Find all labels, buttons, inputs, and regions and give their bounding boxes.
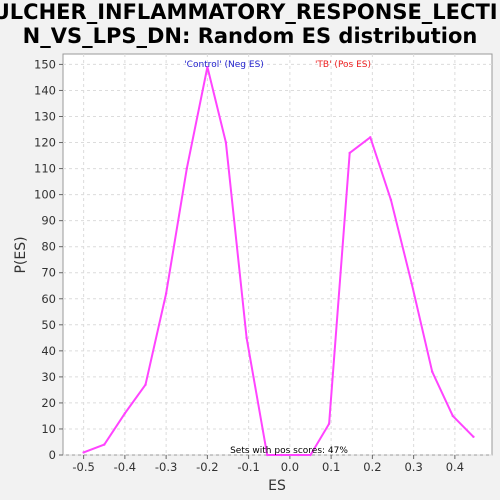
y-tick-label: 130	[34, 109, 56, 123]
x-tick-label: 0.4	[446, 460, 464, 474]
x-tick-label: 0.3	[404, 460, 422, 474]
data-point	[185, 167, 188, 170]
y-tick-label: 100	[34, 188, 56, 202]
y-tick-label: 60	[41, 292, 56, 306]
tb-pos-es-label: 'TB' (Pos ES)	[315, 60, 371, 70]
axes: 0 10 20 30 40 50 60 70 80 90 100 110 120 130 140 150 -0.…	[34, 57, 464, 474]
x-tick-label: 0.1	[322, 460, 340, 474]
pos-scores-percentage-label: Sets with pos scores: 47%	[230, 446, 348, 456]
x-tick-label: -0.1	[237, 460, 259, 474]
data-point	[389, 198, 393, 202]
y-tick-label: 40	[41, 344, 56, 358]
x-tick-label: -0.2	[196, 460, 218, 474]
data-point	[410, 281, 413, 285]
y-tick-label: 0	[49, 448, 56, 462]
data-point	[144, 383, 147, 386]
x-tick-label: -0.4	[114, 460, 136, 474]
data-point	[472, 435, 475, 438]
y-tick-label: 30	[41, 370, 56, 384]
data-point	[82, 451, 85, 454]
y-tick-label: 10	[41, 422, 56, 436]
chart-title: FULCHER_INFLAMMATORY_RESPONSE_LECTI N_VS…	[0, 0, 500, 52]
y-tick-label: 50	[41, 318, 56, 332]
data-point	[265, 453, 269, 457]
data-point	[206, 65, 209, 69]
plot-area	[62, 53, 493, 456]
x-axis-label: ES	[268, 478, 286, 494]
data-point	[348, 151, 351, 155]
control-neg-es-label: 'Control' (Neg ES)	[184, 60, 264, 70]
data-point	[280, 453, 283, 457]
chart-title-line-2: N_VS_LPS_DN: Random ES distribution	[22, 24, 478, 48]
data-point	[309, 453, 312, 457]
grid-lines	[63, 54, 492, 456]
x-tick-label: -0.5	[72, 460, 94, 474]
data-point	[123, 412, 127, 415]
y-axis-label: P(ES)	[13, 236, 29, 273]
y-tick-label: 150	[34, 57, 56, 71]
data-point	[430, 370, 434, 373]
chart-title-line-1: FULCHER_INFLAMMATORY_RESPONSE_LECTI	[0, 0, 498, 24]
data-point	[296, 453, 300, 457]
y-tick-label: 120	[34, 136, 56, 150]
y-tick-label: 140	[34, 83, 56, 97]
data-point	[164, 292, 168, 295]
y-tick-label: 110	[34, 162, 56, 176]
y-tick-label: 90	[41, 214, 56, 228]
series-group	[82, 65, 475, 457]
x-tick-label: 0.2	[363, 460, 381, 474]
y-tick-label: 80	[41, 240, 56, 254]
data-point	[327, 422, 331, 425]
y-tick-label: 20	[41, 396, 56, 410]
data-point	[369, 136, 372, 139]
data-point	[451, 414, 455, 418]
data-point	[224, 141, 228, 144]
x-tick-label: 0.0	[281, 460, 299, 474]
y-tick-label: 70	[41, 266, 56, 280]
x-tick-label: -0.3	[155, 460, 177, 474]
data-point	[103, 443, 106, 446]
data-point	[245, 336, 248, 340]
